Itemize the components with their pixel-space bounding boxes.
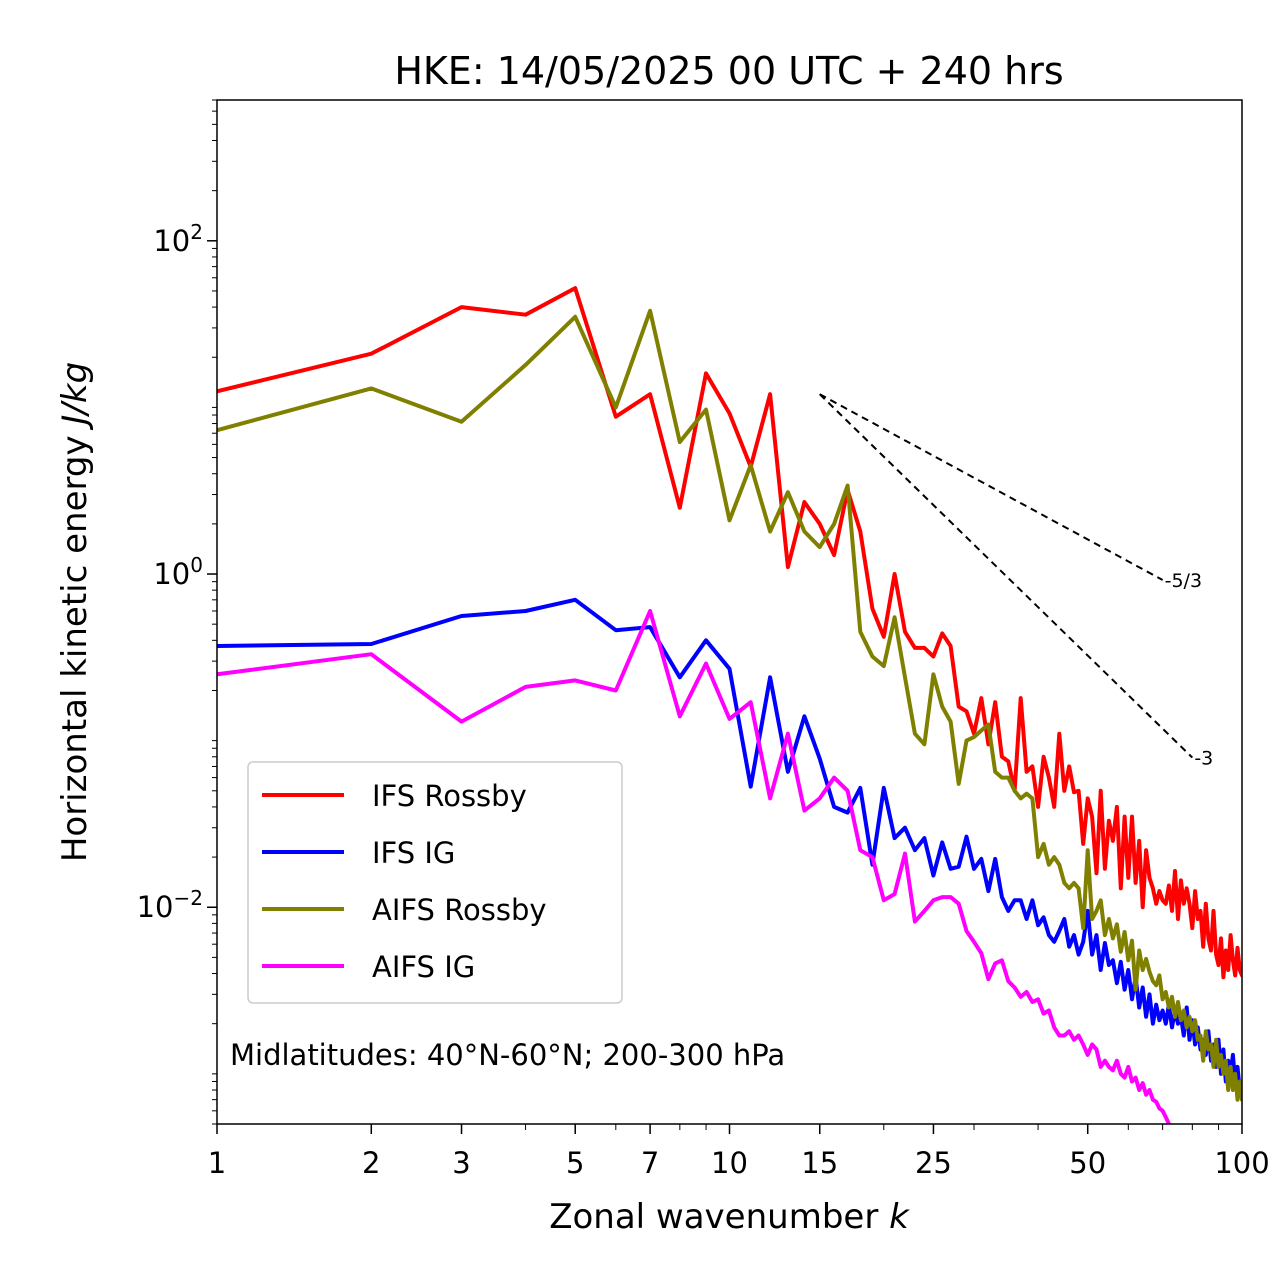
x-axis-label-text: Zonal wavenumber [549,1197,889,1237]
reference-slopes [819,393,1194,759]
series-line-aifs-ig [217,609,1171,1124]
series-aifs-rossby [217,308,1242,1102]
legend-label-ifs-rossby: IFS Rossby [372,779,527,813]
slope-label-5-3: -5/3 [1165,570,1202,592]
series-aifs-ig [217,609,1171,1124]
slope-label-3: -3 [1194,748,1213,770]
legend: IFS Rossby IFS IG AIFS Rossby AIFS IG [247,761,623,1004]
x-tick-label: 2 [362,1146,380,1180]
legend-label-aifs-ig: AIFS IG [372,950,475,984]
y-tick-label: 102 [153,220,203,258]
x-axis-label-variable: k [889,1197,910,1237]
y-axis: 102 100 10−2 [137,99,217,1125]
x-axis-label: Zonal wavenumber k [549,1197,910,1237]
x-tick-label: 50 [1069,1146,1106,1180]
slope-line-5-3 [819,393,1164,581]
x-axis: 1 2 3 5 7 10 15 25 50 100 [208,1124,1270,1180]
region-annotation: Midlatitudes: 40°N-60°N; 200-300 hPa [230,1038,785,1072]
y-axis-label-text: Horizontal kinetic energy [55,425,95,863]
x-tick-label: 15 [801,1146,838,1180]
x-tick-label: 25 [915,1146,952,1180]
slope-line-3 [819,393,1194,759]
x-tick-label: 100 [1214,1146,1269,1180]
y-tick-label: 100 [153,553,203,591]
series-layer [217,286,1242,1124]
plot-area [216,99,1243,1125]
y-tick-label: 10−2 [137,886,203,924]
legend-frame [247,761,623,1004]
x-tick-label: 3 [452,1146,470,1180]
y-axis-label: Horizontal kinetic energy J/kg [55,362,95,862]
chart-title: HKE: 14/05/2025 00 UTC + 240 hrs [394,49,1063,93]
series-line-aifs-rossby [217,308,1242,1102]
x-tick-label: 5 [566,1146,584,1180]
series-line-ifs-rossby [217,286,1242,980]
series-ifs-rossby [217,286,1242,980]
y-axis-label-unit: J/kg [55,362,95,431]
x-tick-label: 10 [711,1146,748,1180]
legend-label-aifs-rossby: AIFS Rossby [372,893,547,927]
legend-label-ifs-ig: IFS IG [372,836,455,870]
x-tick-label: 7 [641,1146,659,1180]
x-tick-label: 1 [208,1146,226,1180]
